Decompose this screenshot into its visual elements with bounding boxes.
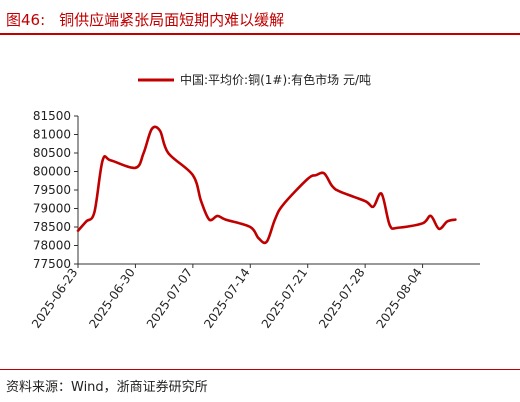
x-axis-ticks: 2025-06-23 2025-06-30 2025-07-07 2025-07-14… [29, 264, 425, 331]
x-tick-label: 2025-08-04 [374, 266, 425, 331]
y-tick-label: 80000 [33, 165, 71, 179]
y-tick-label: 80500 [33, 146, 71, 160]
figure-title: 铜供应端紧张局面短期内难以缓解 [59, 10, 285, 29]
x-tick-label: 2025-07-14 [201, 266, 252, 331]
x-tick-label: 2025-06-30 [86, 266, 137, 331]
source-note: 资料来源：Wind，浙商证券研究所 [6, 380, 208, 395]
y-tick-label: 79000 [33, 202, 71, 216]
footer-rule [0, 369, 520, 370]
y-axis-ticks: 77500 78000 78500 79000 79500 80000 80500 81000… [33, 109, 78, 271]
figure-number: 图46: [6, 10, 46, 29]
figure-header: 图46: 铜供应端紧张局面短期内难以缓解 [6, 6, 284, 32]
y-tick-label: 77500 [33, 257, 71, 271]
y-tick-label: 79500 [33, 183, 71, 197]
y-tick-label: 81500 [33, 109, 71, 123]
y-tick-label: 78500 [33, 220, 71, 234]
legend: 中国:平均价:铜(1#):有色市场 元/吨 [138, 72, 371, 87]
series-line [76, 125, 457, 245]
x-tick-label: 2025-07-21 [259, 266, 310, 331]
x-tick-label: 2025-06-23 [29, 266, 80, 331]
y-tick-label: 78000 [33, 239, 71, 253]
legend-label: 中国:平均价:铜(1#):有色市场 元/吨 [180, 72, 371, 87]
series-group [76, 125, 457, 245]
x-tick-label: 2025-07-07 [144, 266, 195, 331]
header-rule [0, 33, 520, 35]
x-tick-label: 2025-07-28 [316, 266, 367, 331]
y-tick-label: 81000 [33, 128, 71, 142]
axes [77, 116, 480, 265]
